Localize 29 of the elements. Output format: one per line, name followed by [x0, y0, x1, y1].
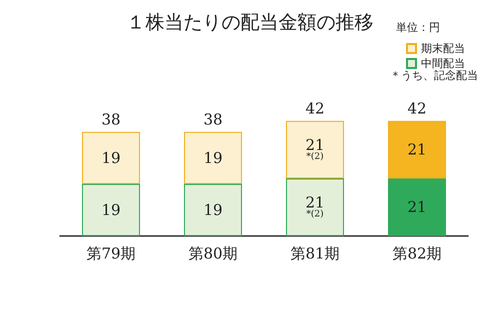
bar	[286, 178, 344, 236]
total-label: 38	[203, 110, 223, 128]
data-label: 19	[203, 200, 223, 219]
bar	[82, 184, 140, 236]
x-tick-label: 第80期	[188, 244, 238, 262]
total-label: 38	[101, 110, 121, 128]
x-tick-label: 第81期	[290, 244, 340, 262]
x-tick-label: 第79期	[86, 244, 136, 262]
legend-label: 中間配当	[421, 57, 465, 70]
chart-title: １株当たりの配当金額の推移	[126, 12, 374, 34]
data-label: 21 *(2)	[305, 136, 325, 162]
bar	[184, 132, 242, 184]
legend-label: 期末配当	[421, 42, 465, 55]
data-label: 19	[101, 200, 121, 219]
x-tick-label: 第82期	[392, 244, 442, 262]
data-label: 19	[101, 148, 121, 167]
text: 単位：円	[396, 21, 440, 34]
total-label: 42	[407, 99, 427, 118]
data-label: 21	[407, 140, 427, 159]
data-label: 19	[203, 148, 223, 167]
total-label: 42	[305, 99, 325, 118]
text: ＊うち、記念配当	[390, 69, 478, 82]
bar	[388, 120, 446, 178]
data-label: 21	[407, 198, 427, 216]
bar	[184, 184, 242, 236]
data-label: 21 *(2)	[305, 194, 325, 220]
bar	[388, 178, 446, 236]
bar	[286, 120, 344, 178]
bar	[82, 132, 140, 184]
